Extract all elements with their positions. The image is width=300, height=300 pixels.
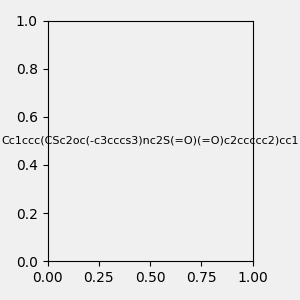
Text: Cc1ccc(CSc2oc(-c3cccs3)nc2S(=O)(=O)c2ccccc2)cc1: Cc1ccc(CSc2oc(-c3cccs3)nc2S(=O)(=O)c2ccc…: [1, 136, 299, 146]
